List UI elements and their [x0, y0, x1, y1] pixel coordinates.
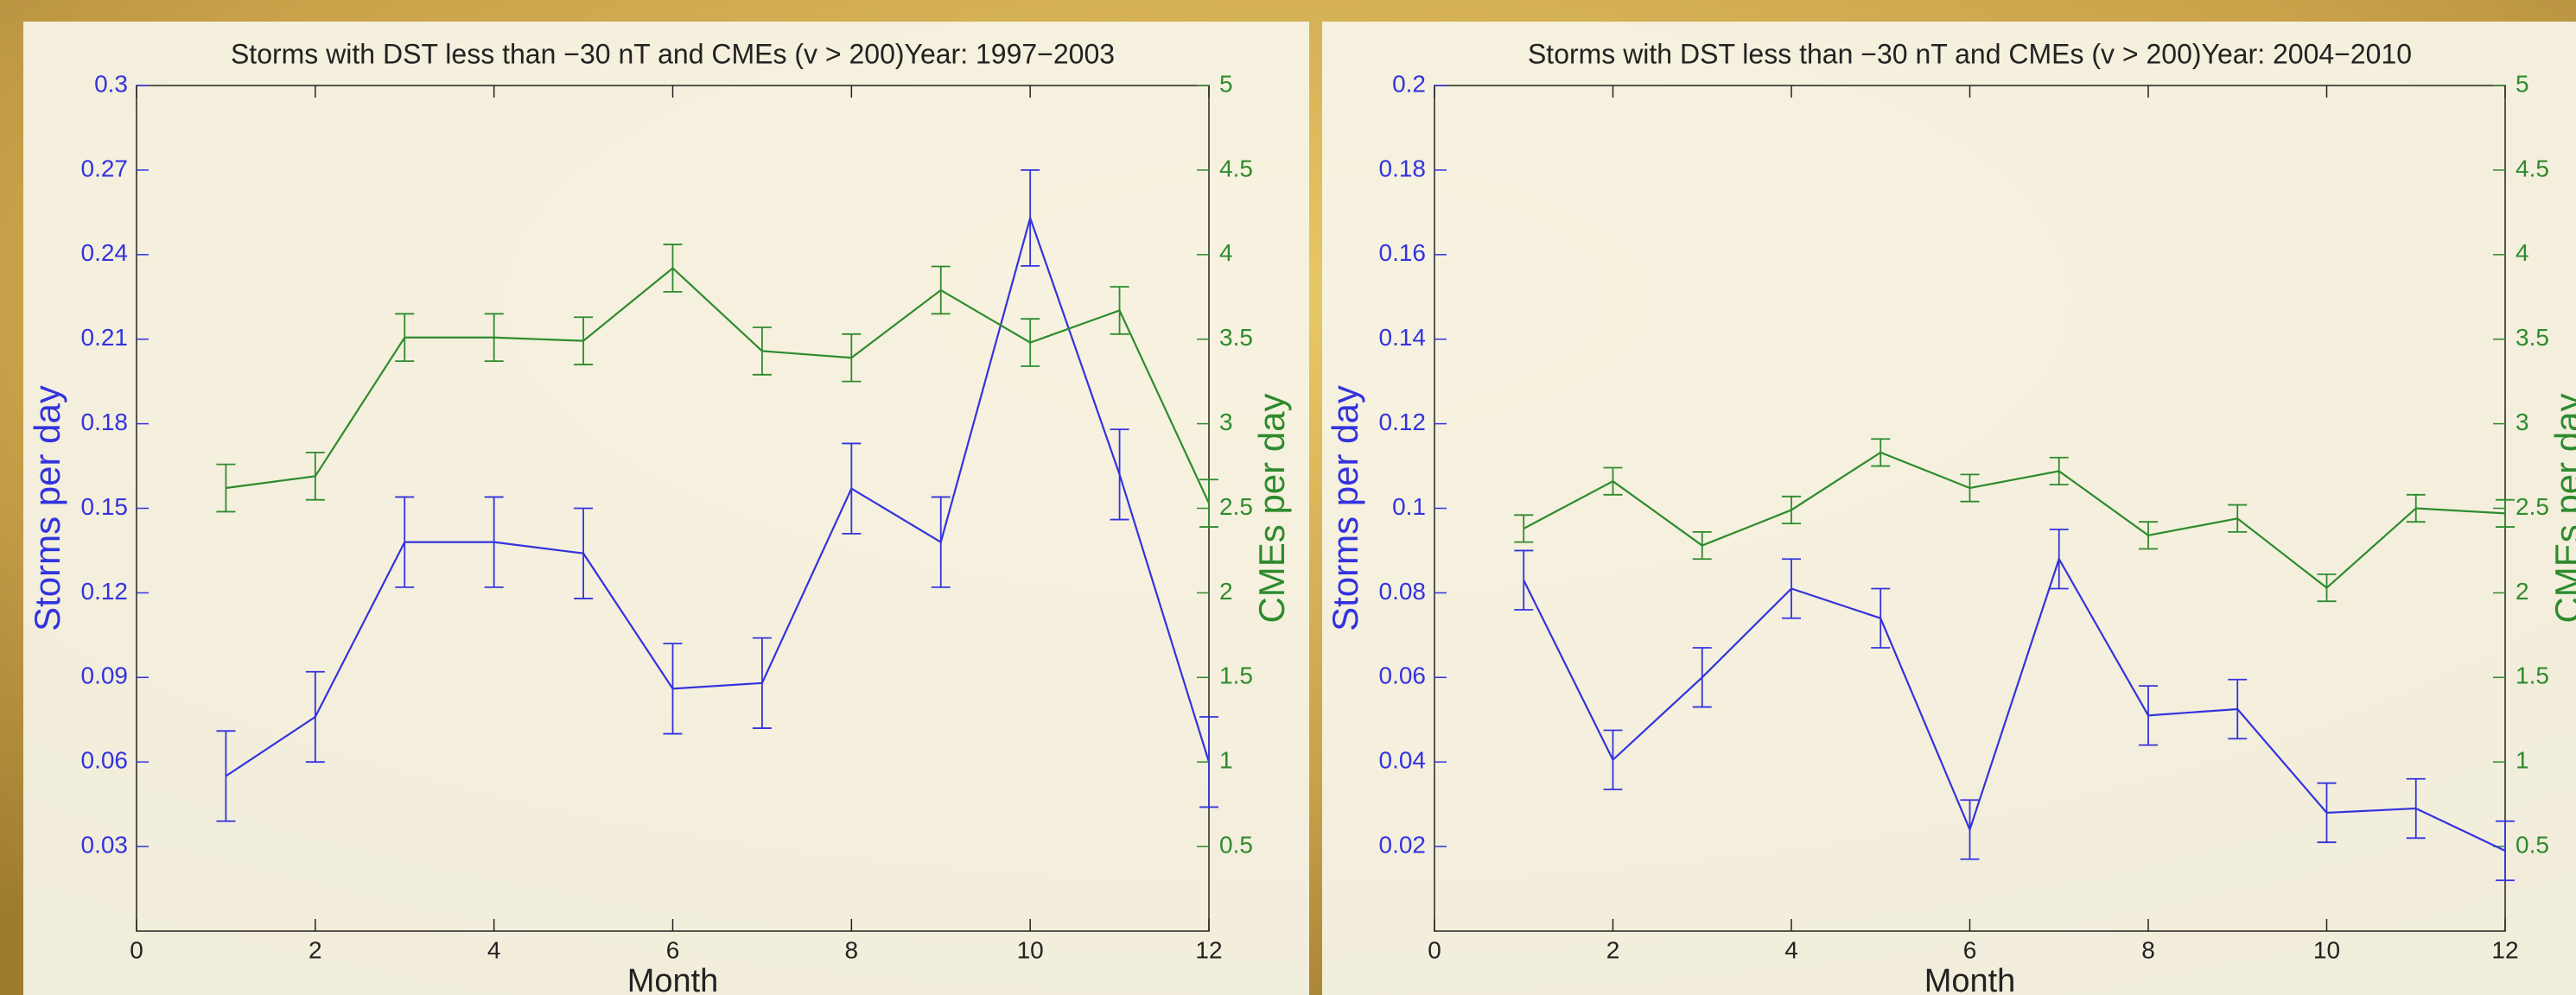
x-tick-label: 4 — [487, 936, 501, 963]
y-tick-label: 0.06 — [1379, 662, 1427, 689]
x-axis-label: Month — [1924, 963, 2016, 995]
y-tick-label: 0.18 — [1379, 155, 1427, 181]
y2-tick-label: 2.5 — [2516, 493, 2549, 520]
y-tick-label: 0.27 — [81, 155, 129, 181]
panel — [23, 22, 1309, 995]
x-tick-label: 8 — [845, 936, 859, 963]
y-tick-label: 0.12 — [81, 578, 129, 605]
chart-title: Storms with DST less than −30 nT and CME… — [1528, 38, 2412, 69]
y2-tick-label: 2 — [2516, 578, 2529, 605]
y2-tick-label: 1.5 — [2516, 662, 2549, 689]
x-tick-label: 10 — [2313, 936, 2340, 963]
x-tick-label: 6 — [1963, 936, 1977, 963]
y2-tick-label: 4.5 — [2516, 155, 2549, 181]
y-tick-label: 0.14 — [1379, 324, 1427, 351]
y2-tick-label: 2.5 — [1219, 493, 1253, 520]
panel — [1322, 22, 2576, 995]
y-tick-label: 0.2 — [1392, 70, 1426, 97]
y2-tick-label: 1.5 — [1219, 662, 1253, 689]
y-tick-label: 0.06 — [81, 747, 129, 774]
y2-tick-label: 4 — [1219, 239, 1233, 266]
x-tick-label: 10 — [1017, 936, 1044, 963]
x-axis-label: Month — [627, 963, 719, 995]
x-tick-label: 0 — [1428, 936, 1441, 963]
x-tick-label: 0 — [130, 936, 143, 963]
x-tick-label: 4 — [1784, 936, 1798, 963]
y-axis-label: Storms per day — [27, 385, 67, 631]
page: Storms with DST less than −30 nT and CME… — [0, 0, 2576, 995]
y2-tick-label: 2 — [1219, 578, 1233, 605]
y2-tick-label: 0.5 — [1219, 831, 1253, 858]
y2-tick-label: 1 — [2516, 747, 2529, 774]
x-tick-label: 6 — [666, 936, 680, 963]
chart-title: Storms with DST less than −30 nT and CME… — [231, 38, 1115, 69]
x-tick-label: 8 — [2141, 936, 2155, 963]
y2-tick-label: 5 — [2516, 70, 2529, 97]
y2-tick-label: 4.5 — [1219, 155, 1253, 181]
y-tick-label: 0.08 — [1379, 578, 1427, 605]
y-tick-label: 0.02 — [1379, 831, 1427, 858]
y2-tick-label: 3.5 — [1219, 324, 1253, 351]
y-tick-label: 0.04 — [1379, 747, 1427, 774]
y-tick-label: 0.3 — [94, 70, 128, 97]
y-tick-label: 0.03 — [81, 831, 129, 858]
y-tick-label: 0.18 — [81, 409, 129, 435]
x-tick-label: 2 — [1606, 936, 1620, 963]
y-axis-label: Storms per day — [1325, 385, 1365, 631]
x-tick-label: 2 — [308, 936, 322, 963]
y-tick-label: 0.21 — [81, 324, 129, 351]
y2-tick-label: 3.5 — [2516, 324, 2549, 351]
y2-tick-label: 4 — [2516, 239, 2529, 266]
y-tick-label: 0.09 — [81, 662, 129, 689]
y2-axis-label: CMEs per day — [1251, 393, 1292, 623]
y2-tick-label: 3 — [2516, 409, 2529, 435]
y-tick-label: 0.15 — [81, 493, 129, 520]
y-tick-label: 0.12 — [1379, 409, 1427, 435]
y-tick-label: 0.16 — [1379, 239, 1427, 266]
y2-tick-label: 5 — [1219, 70, 1233, 97]
y2-tick-label: 0.5 — [2516, 831, 2549, 858]
y2-axis-label: CMEs per day — [2547, 393, 2576, 623]
x-tick-label: 12 — [2491, 936, 2518, 963]
y2-tick-label: 3 — [1219, 409, 1233, 435]
y-tick-label: 0.24 — [81, 239, 129, 266]
x-tick-label: 12 — [1195, 936, 1222, 963]
y-tick-label: 0.1 — [1392, 493, 1426, 520]
y2-tick-label: 1 — [1219, 747, 1233, 774]
